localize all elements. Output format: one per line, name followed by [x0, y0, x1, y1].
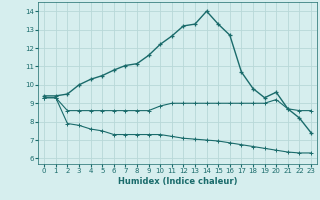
- X-axis label: Humidex (Indice chaleur): Humidex (Indice chaleur): [118, 177, 237, 186]
